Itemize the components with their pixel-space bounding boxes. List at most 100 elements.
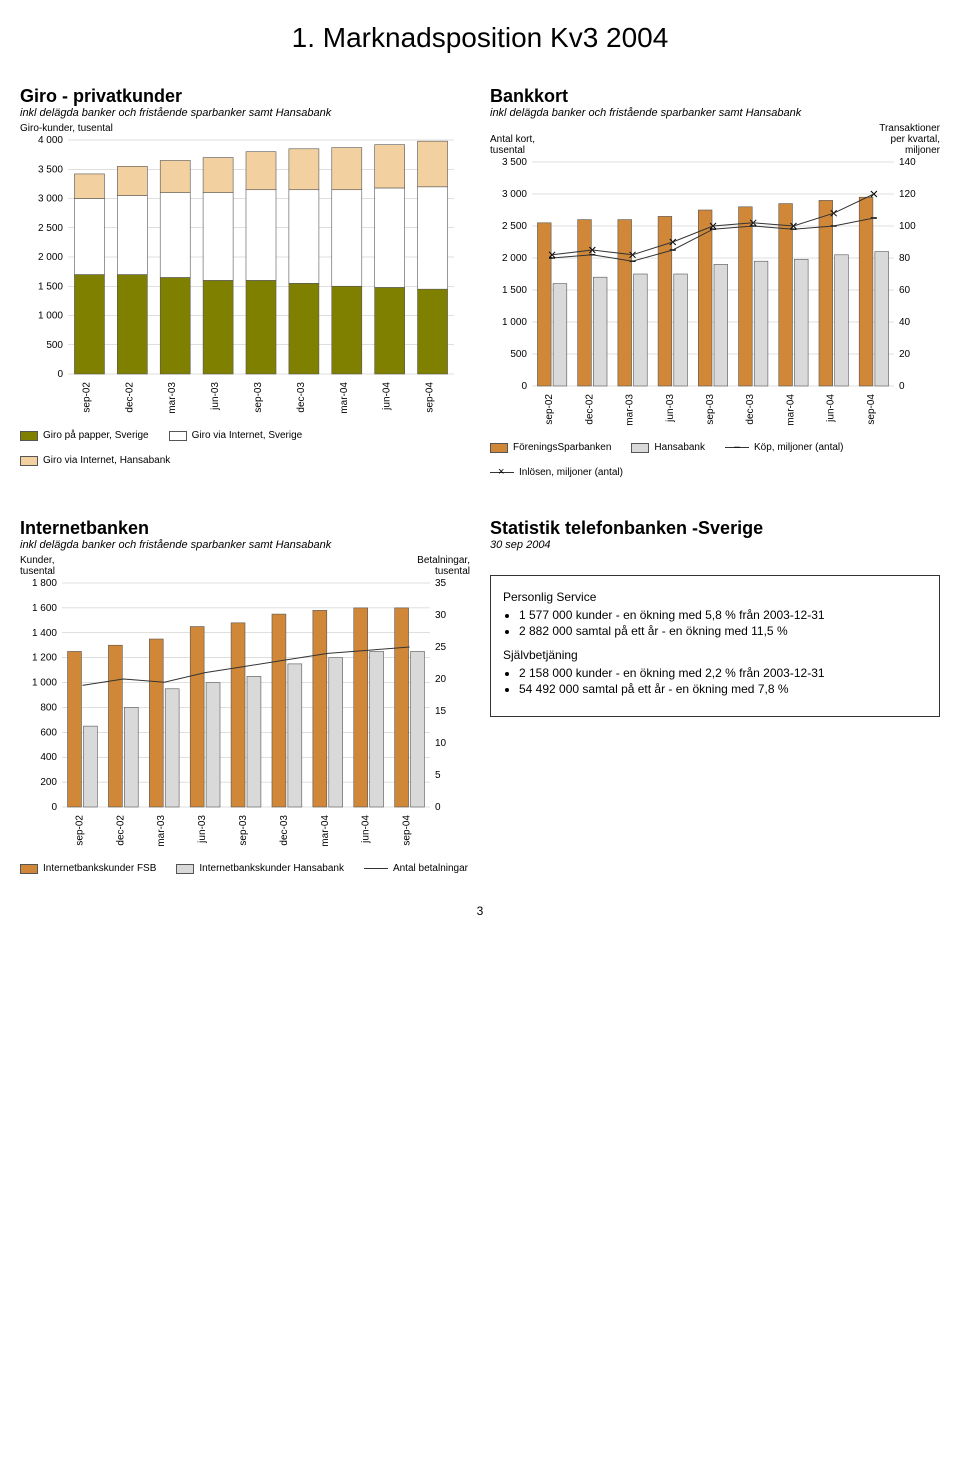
svg-text:dec-03: dec-03 bbox=[279, 815, 290, 846]
svg-text:mar-04: mar-04 bbox=[339, 382, 350, 414]
legend-swatch bbox=[490, 443, 508, 453]
svg-text:500: 500 bbox=[46, 340, 63, 351]
svg-text:4 000: 4 000 bbox=[38, 135, 63, 146]
svg-text:0: 0 bbox=[51, 802, 57, 813]
legend-line-icon: × bbox=[490, 472, 514, 473]
legend-swatch bbox=[176, 864, 194, 874]
svg-text:sep-02: sep-02 bbox=[74, 815, 85, 846]
svg-text:jun-04: jun-04 bbox=[826, 394, 837, 423]
svg-text:15: 15 bbox=[435, 706, 447, 717]
chart1-title: Giro - privatkunder bbox=[20, 86, 470, 107]
svg-text:dec-03: dec-03 bbox=[296, 382, 307, 413]
legend-item: FöreningsSparbanken bbox=[490, 442, 611, 453]
legend-line-icon: – bbox=[725, 447, 749, 448]
svg-text:25: 25 bbox=[435, 642, 447, 653]
svg-text:0: 0 bbox=[899, 381, 905, 392]
legend-item: Internetbankskunder FSB bbox=[20, 863, 156, 874]
svg-text:1 800: 1 800 bbox=[32, 578, 57, 589]
svg-text:1 600: 1 600 bbox=[32, 603, 57, 614]
svg-text:3 000: 3 000 bbox=[38, 194, 63, 205]
svg-text:5: 5 bbox=[435, 770, 441, 781]
legend-swatch bbox=[631, 443, 649, 453]
legend-item: × Inlösen, miljoner (antal) bbox=[490, 467, 623, 478]
chart2-legend: FöreningsSparbanken Hansabank –Köp, miljon… bbox=[490, 442, 940, 478]
chart1-subtitle: inkl delägda banker och fristående sparb… bbox=[20, 107, 470, 119]
svg-text:sep-04: sep-04 bbox=[425, 382, 436, 413]
legend-label: Giro på papper, Sverige bbox=[43, 430, 149, 441]
chart1-legend: Giro på papper, Sverige Giro via Internet… bbox=[20, 430, 470, 466]
stats-group-heading: Självbetjäning bbox=[503, 648, 927, 662]
svg-text:jun-03: jun-03 bbox=[665, 394, 676, 423]
svg-text:3 500: 3 500 bbox=[502, 157, 527, 168]
svg-text:0: 0 bbox=[521, 381, 527, 392]
chart2-title: Bankkort bbox=[490, 86, 940, 107]
svg-text:1 000: 1 000 bbox=[502, 317, 527, 328]
chart2-col: Bankkort inkl delägda banker och friståe… bbox=[490, 86, 940, 478]
stats-group-heading: Personlig Service bbox=[503, 590, 927, 604]
chart3-legend: Internetbankskunder FSB Internetbankskund… bbox=[20, 863, 470, 874]
svg-text:jun-04: jun-04 bbox=[361, 815, 372, 844]
svg-text:1 500: 1 500 bbox=[502, 285, 527, 296]
svg-text:sep-03: sep-03 bbox=[238, 815, 249, 846]
legend-swatch bbox=[20, 456, 38, 466]
chart3-col: Internetbanken inkl delägda banker och f… bbox=[20, 518, 470, 874]
svg-text:30: 30 bbox=[435, 610, 447, 621]
svg-text:sep-03: sep-03 bbox=[253, 382, 264, 413]
stats-bullet: 54 492 000 samtal på ett år - en ökning … bbox=[519, 682, 927, 696]
stats-col: Statistik telefonbanken -Sverige 30 sep … bbox=[490, 518, 940, 874]
stats-title: Statistik telefonbanken -Sverige bbox=[490, 518, 940, 539]
svg-text:sep-03: sep-03 bbox=[705, 394, 716, 425]
legend-label: Giro via Internet, Sverige bbox=[192, 430, 303, 441]
stats-bullet: 2 158 000 kunder - en ökning med 2,2 % f… bbox=[519, 666, 927, 680]
svg-text:jun-03: jun-03 bbox=[197, 815, 208, 844]
svg-text:0: 0 bbox=[435, 802, 441, 813]
stats-subtitle: 30 sep 2004 bbox=[490, 539, 940, 551]
svg-text:jun-04: jun-04 bbox=[382, 382, 393, 411]
svg-text:0: 0 bbox=[57, 369, 63, 380]
chart1-col: Giro - privatkunder inkl delägda banker … bbox=[20, 86, 470, 478]
stats-bullet: 2 882 000 samtal på ett år - en ökning m… bbox=[519, 624, 927, 638]
legend-item: Antal betalningar bbox=[364, 863, 468, 874]
svg-text:2 500: 2 500 bbox=[502, 221, 527, 232]
legend-item: Giro på papper, Sverige bbox=[20, 430, 149, 441]
chart1-svg: 05001 0001 5002 0002 5003 0003 5004 000s… bbox=[20, 134, 460, 424]
legend-item: –Köp, miljoner (antal) bbox=[725, 442, 843, 453]
legend-label: Internetbankskunder Hansabank bbox=[199, 863, 344, 874]
svg-text:mar-04: mar-04 bbox=[320, 815, 331, 847]
svg-text:1 000: 1 000 bbox=[32, 678, 57, 689]
legend-swatch bbox=[20, 864, 38, 874]
svg-text:2 000: 2 000 bbox=[502, 253, 527, 264]
chart3-title: Internetbanken bbox=[20, 518, 470, 539]
row-1: Giro - privatkunder inkl delägda banker … bbox=[20, 86, 940, 478]
legend-label: Inlösen, miljoner (antal) bbox=[519, 467, 623, 478]
stats-bullet-list: 2 158 000 kunder - en ökning med 2,2 % f… bbox=[503, 666, 927, 696]
svg-text:1 000: 1 000 bbox=[38, 311, 63, 322]
svg-text:600: 600 bbox=[40, 728, 57, 739]
svg-text:jun-03: jun-03 bbox=[210, 382, 221, 411]
svg-text:sep-04: sep-04 bbox=[402, 815, 413, 846]
svg-text:120: 120 bbox=[899, 189, 916, 200]
page-number: 3 bbox=[20, 904, 940, 918]
chart2-svg: 05001 0001 5002 0002 5003 0003 500020406… bbox=[490, 156, 930, 436]
svg-text:200: 200 bbox=[40, 778, 57, 789]
stats-bullet-list: 1 577 000 kunder - en ökning med 5,8 % f… bbox=[503, 608, 927, 638]
legend-line-icon bbox=[364, 868, 388, 869]
svg-text:dec-02: dec-02 bbox=[124, 382, 135, 413]
svg-text:20: 20 bbox=[899, 349, 911, 360]
legend-label: Antal betalningar bbox=[393, 863, 468, 874]
svg-text:sep-04: sep-04 bbox=[866, 394, 877, 425]
svg-text:3 000: 3 000 bbox=[502, 189, 527, 200]
svg-text:mar-03: mar-03 bbox=[167, 382, 178, 414]
svg-text:60: 60 bbox=[899, 285, 911, 296]
legend-item: Hansabank bbox=[631, 442, 705, 453]
chart1-ylabel: Giro-kunder, tusental bbox=[20, 123, 470, 134]
svg-text:1 500: 1 500 bbox=[38, 282, 63, 293]
chart3-ylabel-right: Betalningar, tusental bbox=[417, 555, 470, 577]
svg-text:mar-03: mar-03 bbox=[156, 815, 167, 847]
stats-box: Personlig Service 1 577 000 kunder - en ö… bbox=[490, 575, 940, 717]
svg-text:2 000: 2 000 bbox=[38, 252, 63, 263]
legend-swatch bbox=[169, 431, 187, 441]
chart2-ylabel-left: Antal kort, tusental bbox=[490, 134, 535, 156]
svg-text:140: 140 bbox=[899, 157, 916, 168]
svg-text:3 500: 3 500 bbox=[38, 165, 63, 176]
